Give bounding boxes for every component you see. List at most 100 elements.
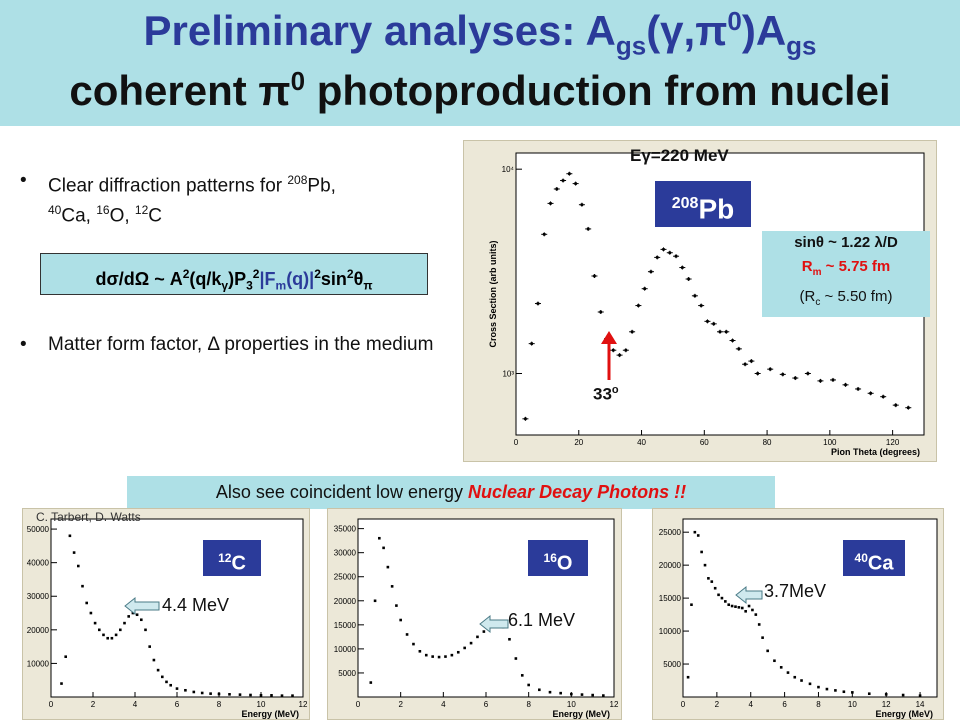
data-point — [209, 692, 212, 695]
data-point — [156, 668, 160, 672]
data-point — [794, 376, 797, 380]
x-tick-label: 2 — [715, 700, 720, 709]
data-point — [727, 603, 731, 607]
data-point — [918, 694, 922, 697]
x-tick-label: 40 — [637, 438, 646, 447]
data-point — [476, 635, 479, 639]
x-tick-label: 6 — [782, 700, 787, 709]
data-point — [568, 172, 571, 176]
data-point — [482, 630, 486, 633]
data-point — [793, 675, 797, 679]
info-sin-theta: sinθ ~ 1.22 λ/D — [794, 234, 898, 251]
data-point — [808, 682, 812, 686]
y-tick-label: 5000 — [663, 660, 681, 669]
x-tick-label: 8 — [816, 700, 821, 709]
c12-spectrum: 0 2 4 6 8 10 12 10000 20000 30000 40000 50000 Energy… — [27, 518, 308, 719]
x-tick-label: 12 — [610, 700, 619, 709]
data-point — [593, 274, 596, 278]
data-point — [786, 671, 790, 674]
data-point — [119, 628, 122, 632]
data-point — [444, 655, 447, 658]
y-tick-label: 50000 — [27, 525, 50, 534]
data-point — [418, 649, 422, 653]
x-tick-label: 8 — [217, 700, 222, 709]
data-point — [412, 642, 415, 646]
data-point — [611, 348, 615, 352]
data-point — [580, 203, 584, 207]
data-point — [93, 621, 97, 625]
data-point — [681, 266, 684, 269]
data-point — [655, 256, 659, 259]
data-point — [390, 585, 394, 588]
data-point — [68, 534, 72, 538]
info-matter-radius: Rm ~ 5.75 fm — [801, 258, 891, 278]
data-point — [114, 633, 118, 637]
data-point — [437, 655, 441, 659]
data-point — [77, 564, 80, 568]
data-point — [123, 621, 126, 625]
data-point — [184, 688, 187, 692]
data-point — [881, 395, 885, 398]
data-point — [649, 270, 653, 273]
data-point — [382, 546, 385, 550]
y-tick-label: 20000 — [659, 561, 682, 570]
ca40-peak-pointer — [735, 585, 763, 605]
data-point — [693, 294, 697, 298]
data-point — [175, 687, 179, 690]
data-point — [270, 694, 273, 697]
ca40-peak-label: 3.7MeV — [764, 581, 827, 601]
data-point — [773, 659, 776, 663]
data-point — [520, 674, 524, 677]
data-point — [867, 692, 871, 696]
y-tick-label: 10000 — [27, 659, 50, 668]
data-point — [713, 586, 717, 590]
x-tick-label: 80 — [763, 438, 772, 447]
data-point — [602, 694, 605, 697]
data-point — [386, 565, 390, 569]
info-charge-radius: (Rc ~ 5.50 fm) — [799, 288, 893, 308]
c12-pointer-shape — [124, 596, 160, 616]
x-axis-label: Energy (MeV) — [241, 709, 299, 719]
data-point — [734, 605, 737, 608]
data-point — [549, 202, 552, 205]
x-axis-label: Energy (MeV) — [875, 709, 933, 719]
y-tick-label: 5000 — [338, 669, 356, 678]
data-point — [740, 606, 744, 610]
data-point — [662, 248, 665, 251]
data-point — [706, 320, 709, 323]
data-point — [599, 310, 603, 314]
data-point — [450, 653, 454, 657]
data-point — [756, 372, 759, 375]
data-point — [720, 596, 724, 600]
data-point — [152, 658, 156, 662]
ca40-pointer-shape — [735, 585, 763, 605]
data-point — [757, 623, 761, 626]
data-point — [249, 693, 252, 697]
minimum-arrow — [601, 331, 617, 380]
title-line-1: Preliminary analyses: Ags(γ,π0)Ags — [143, 6, 817, 61]
minimum-angle-label: 33o — [593, 384, 619, 404]
c12-peak-pointer — [124, 596, 160, 616]
y-tick-label: 10³ — [502, 369, 514, 378]
data-point — [751, 608, 754, 612]
data-point — [591, 693, 594, 697]
data-point — [580, 693, 584, 696]
data-point — [696, 534, 700, 537]
data-point — [555, 187, 559, 191]
data-point — [724, 330, 728, 334]
data-point — [81, 584, 84, 588]
data-point — [399, 618, 402, 622]
data-point — [144, 628, 147, 632]
data-point — [538, 688, 541, 692]
y-tick-label: 20000 — [334, 597, 357, 606]
y-tick-label: 30000 — [334, 549, 357, 558]
data-point — [530, 342, 533, 345]
data-point — [724, 600, 727, 603]
data-point — [135, 613, 139, 617]
x-tick-label: 60 — [700, 438, 709, 447]
data-point — [744, 609, 747, 613]
data-point — [280, 694, 284, 697]
data-point — [259, 694, 263, 697]
x-tick-label: 4 — [133, 700, 138, 709]
y-tick-label: 25000 — [334, 573, 357, 582]
